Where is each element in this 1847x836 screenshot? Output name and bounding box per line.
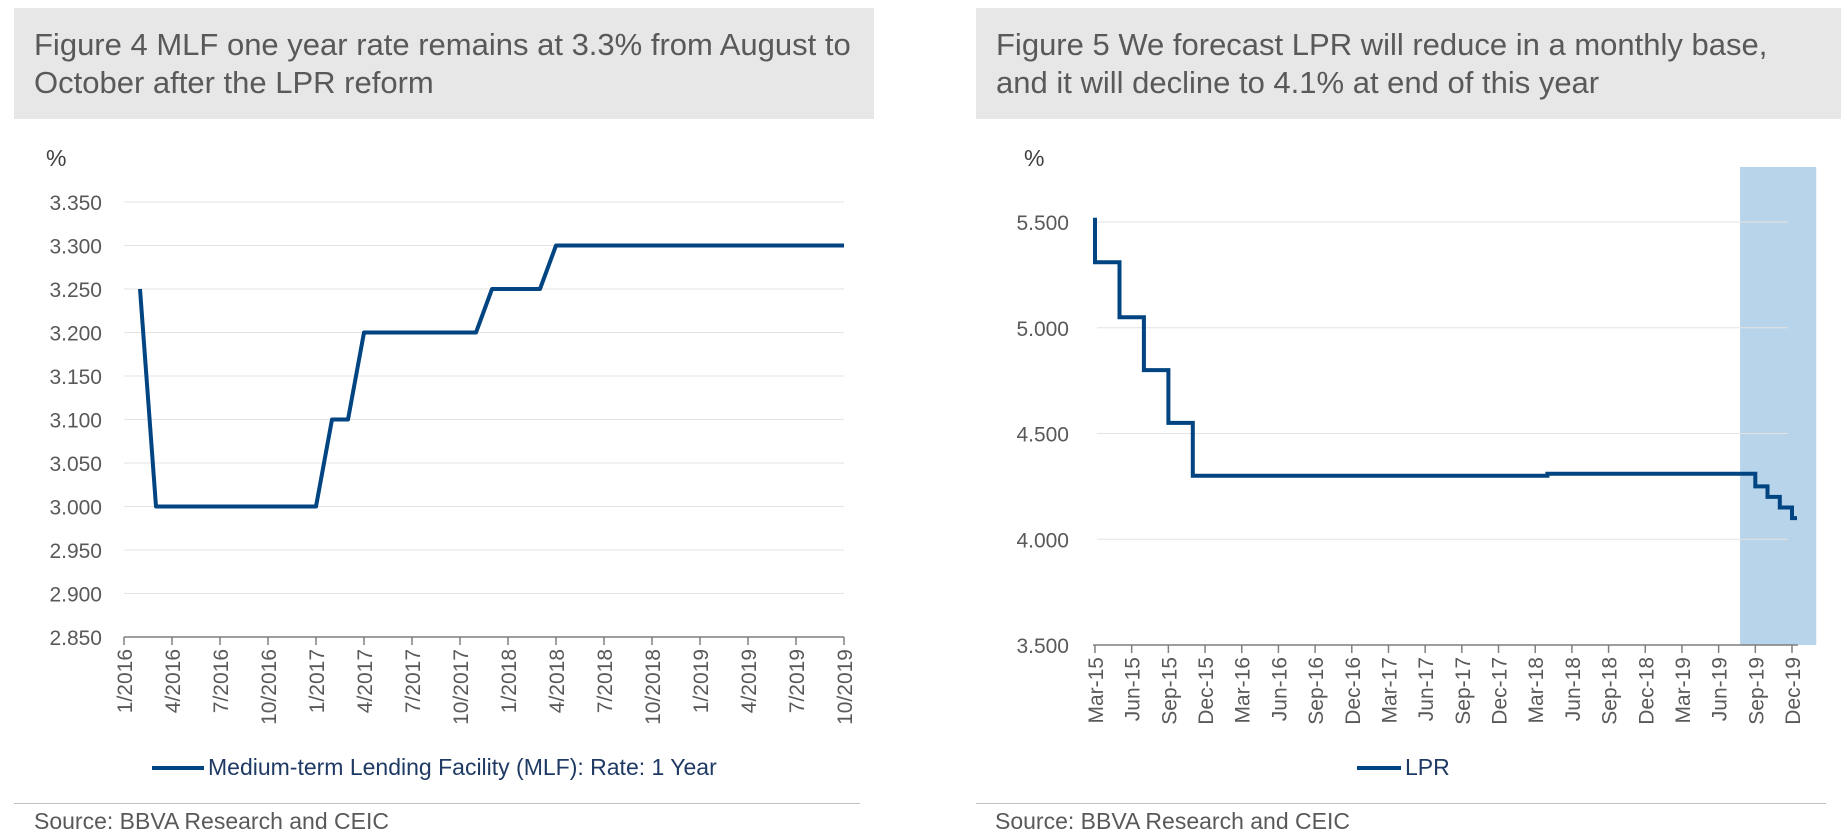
lpr-legend: LPR [1357,754,1450,781]
figure-4-panel: Figure 4 MLF one year rate remains at 3.… [0,0,900,836]
x-tick-label: Sep-16 [1305,657,1328,725]
x-tick-label: 1/2019 [690,649,713,713]
x-tick-label: Mar-18 [1525,657,1548,724]
x-tick-label: 7/2018 [594,649,617,713]
lpr-series-line [1093,217,1797,521]
x-tick-label: 10/2017 [450,649,473,725]
lpr-legend-label: LPR [1405,754,1450,780]
y-tick-label: 4.000 [1016,529,1069,552]
mlf-series-line [138,243,844,509]
mlf-legend-swatch [152,765,204,770]
x-tick-label: 10/2016 [258,649,281,725]
mlf-line-chart: % 3.350 3.300 3.250 3.200 3.150 3.100 3.050 3.00… [46,145,857,725]
x-tick-label: 4/2016 [162,649,185,713]
figure-5-source: Source: BBVA Research and CEIC [995,808,1350,834]
x-tick-label: Sep-15 [1158,657,1181,725]
figure-4-source: Source: BBVA Research and CEIC [34,808,389,834]
y-tick-label: 2.950 [49,540,102,563]
x-tick-label: Dec-19 [1782,657,1805,725]
x-tick-label: Sep-17 [1452,657,1475,725]
lpr-line-chart: % 5.500 5.000 4.500 4.000 3.500 Mar-15 Jun-15 Se… [1016,145,1817,725]
x-tick-label: 4/2017 [354,649,377,713]
x-tick-label: Jun-19 [1709,657,1732,721]
x-tick-label: Mar-16 [1232,657,1255,724]
x-tick-label: Jun-18 [1562,657,1585,721]
x-tick-label: Dec-18 [1635,657,1658,725]
x-tick-label: 7/2017 [402,649,425,713]
figure-5-title: Figure 5 We forecast LPR will reduce in … [976,8,1841,119]
x-tick-label: Dec-15 [1195,657,1218,725]
lpr-legend-swatch [1357,765,1401,770]
y-tick-label: 3.000 [49,497,102,520]
y-tick-label: 3.500 [1016,635,1069,658]
y-tick-label: 3.350 [49,192,102,215]
x-tick-label: 7/2019 [786,649,809,713]
y-tick-label: 5.000 [1016,318,1069,341]
x-tick-label: Sep-18 [1599,657,1622,725]
y-tick-label: 2.850 [49,627,102,650]
x-tick-label: 10/2018 [642,649,665,725]
y-tick-label: 3.200 [49,323,102,346]
x-tick-label: Dec-17 [1489,657,1512,725]
mlf-legend: Medium-term Lending Facility (MLF): Rate… [152,754,717,781]
y-tick-label: 3.050 [49,453,102,476]
y-tick-label: 2.900 [49,584,102,607]
figure-4-title: Figure 4 MLF one year rate remains at 3.… [14,8,874,119]
y-tick-label: 4.500 [1016,424,1069,447]
x-tick-label: Mar-15 [1085,657,1108,724]
y-axis-unit: % [46,145,66,171]
x-tick-label: 1/2018 [498,649,521,713]
y-tick-label: 3.100 [49,410,102,433]
figure-5-source-divider [976,803,1826,804]
y-tick-label: 3.150 [49,366,102,389]
x-tick-label: 1/2017 [306,649,329,713]
y-tick-label: 3.250 [49,279,102,302]
x-tick-label: Mar-19 [1672,657,1695,724]
figure-4-source-divider [14,803,860,804]
x-tick-label: 4/2018 [546,649,569,713]
x-tick-label: 7/2016 [210,649,233,713]
x-tick-label: Jun-16 [1268,657,1291,721]
x-tick-label: Jun-15 [1122,657,1145,721]
mlf-legend-label: Medium-term Lending Facility (MLF): Rate… [208,754,717,780]
x-tick-label: Sep-19 [1745,657,1768,725]
y-axis-unit: % [1024,145,1044,171]
x-tick-label: 1/2016 [114,649,137,713]
x-tick-label: Mar-17 [1378,657,1401,724]
x-tick-label: Jun-17 [1415,657,1438,721]
y-tick-label: 5.500 [1016,212,1069,235]
forecast-shaded-region [1740,167,1817,645]
figure-5-panel: Figure 5 We forecast LPR will reduce in … [960,0,1847,836]
x-tick-label: Dec-16 [1342,657,1365,725]
x-tick-label: 4/2019 [738,649,761,713]
y-tick-label: 3.300 [49,236,102,259]
x-tick-label: 10/2019 [834,649,857,725]
